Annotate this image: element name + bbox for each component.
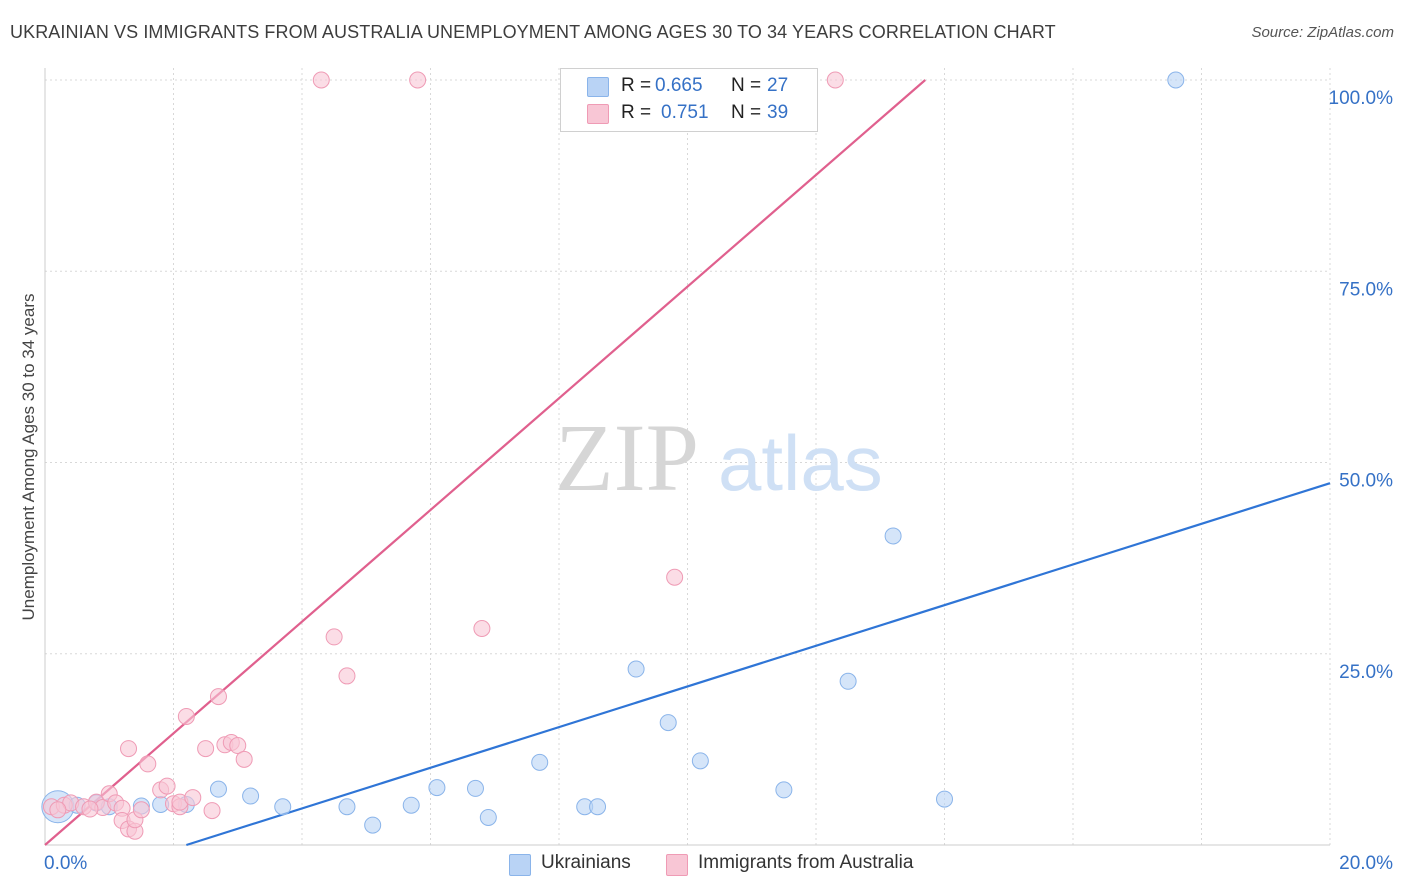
legend-n-value: 27 (767, 75, 789, 96)
point-australia (209, 688, 227, 706)
y-tick-label: 100.0% (1329, 88, 1394, 109)
legend-swatch-ukrainians (587, 77, 609, 97)
legend-r-value: 0.751 (661, 102, 709, 123)
bottom-legend-swatch-australia (666, 854, 688, 876)
point-ukrainians (1167, 71, 1185, 89)
y-tick-label: 25.0% (1339, 662, 1393, 683)
point-australia (229, 737, 247, 755)
legend-r-value: 0.665 (655, 75, 703, 96)
legend-r-label: R = (621, 75, 652, 96)
x-tick-label: 20.0% (1339, 853, 1393, 874)
points-layer (41, 71, 1185, 840)
y-tick-label: 75.0% (1339, 279, 1393, 300)
point-australia (235, 750, 253, 768)
point-australia (184, 789, 202, 807)
point-australia (120, 740, 138, 758)
legend-r-label: R = (621, 102, 652, 123)
bottom-legend-label-ukrainians: Ukrainians (541, 852, 631, 873)
legend-n-label: N = (731, 75, 762, 96)
point-ukrainians (274, 798, 292, 816)
point-australia (325, 628, 343, 646)
point-australia (197, 740, 215, 758)
point-australia (177, 707, 195, 725)
point-australia (409, 71, 427, 89)
point-ukrainians (936, 790, 953, 808)
point-ukrainians (209, 780, 227, 798)
legend-n-value: 39 (767, 102, 789, 123)
bottom-legend-swatch-ukrainians (509, 854, 531, 876)
axis-label-layer: 25.0% 50.0% 75.0% 100.0% 0.0% 20.0% Unemployme… (19, 88, 1393, 874)
point-ukrainians (479, 808, 497, 826)
legend: R = 0.665 N = 27 R = 0.751 N = 39 (560, 68, 818, 132)
point-ukrainians (364, 816, 382, 834)
point-ukrainians (531, 753, 549, 771)
chart-source: Source: ZipAtlas.com (1251, 24, 1394, 41)
point-australia (49, 801, 67, 819)
legend-swatch-australia (587, 104, 609, 124)
watermark: ZIP atlas (555, 404, 883, 511)
point-australia (312, 71, 330, 89)
point-ukrainians (884, 527, 902, 545)
point-ukrainians (589, 798, 607, 816)
point-ukrainians (659, 714, 677, 732)
point-australia (338, 667, 356, 685)
point-ukrainians (691, 752, 709, 770)
point-australia (81, 800, 99, 818)
point-australia (473, 620, 491, 638)
trendline-ukrainians (186, 482, 1331, 847)
point-australia (158, 777, 176, 795)
point-ukrainians (428, 779, 446, 797)
watermark-zip: ZIP (555, 404, 699, 511)
point-australia (826, 71, 844, 89)
point-ukrainians (466, 779, 484, 797)
point-australia (132, 801, 150, 819)
point-australia (139, 755, 157, 773)
bottom-legend-label-australia: Immigrants from Australia (698, 852, 914, 873)
legend-n-label: N = (731, 102, 762, 123)
x-tick-label: 0.0% (44, 853, 87, 874)
point-ukrainians (627, 660, 645, 678)
point-ukrainians (338, 798, 356, 816)
point-ukrainians (775, 781, 793, 799)
point-australia (203, 802, 221, 820)
watermark-atlas: atlas (718, 419, 883, 507)
point-australia (666, 568, 684, 586)
point-ukrainians (402, 796, 420, 814)
y-tick-label: 50.0% (1339, 471, 1393, 492)
point-ukrainians (242, 787, 260, 805)
point-ukrainians (839, 672, 857, 690)
grid-layer (44, 68, 1331, 846)
y-axis-label: Unemployment Among Ages 30 to 34 years (19, 294, 38, 621)
chart-title: UKRAINIAN VS IMMIGRANTS FROM AUSTRALIA U… (10, 22, 1056, 42)
